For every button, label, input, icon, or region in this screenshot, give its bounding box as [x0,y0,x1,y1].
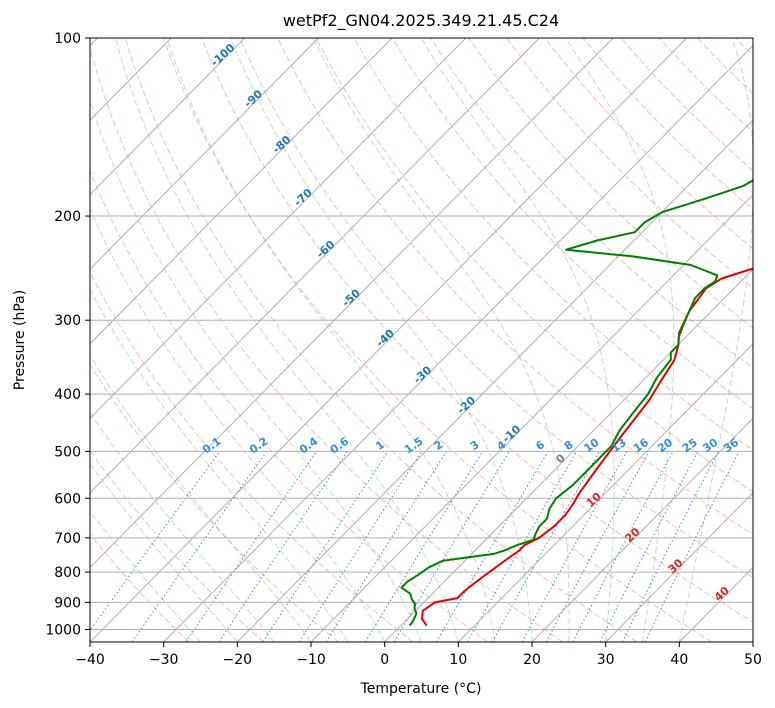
dry-adiabat [239,38,753,579]
x-tick-label: −10 [296,652,326,668]
dry-adiabat [506,38,753,289]
x-tick-label: 20 [523,652,541,668]
isotherm [605,492,753,642]
y-tick-label: 100 [54,31,81,47]
dry-adiabat [90,271,414,642]
dry-adiabat [353,38,753,451]
mixing-ratio-line [325,451,448,642]
isotherm [163,44,753,642]
dewpoint-line [400,179,753,627]
moist-adiabat [90,411,275,642]
moist-adiabat [678,38,753,642]
x-tick-label: −40 [75,652,105,668]
dry-adiabat [90,46,563,642]
moist-adiabat [90,98,422,642]
moist-adiabat [90,288,349,642]
isotherm [90,38,319,270]
isotherm [457,343,753,642]
moist-adiabat [420,38,615,642]
y-axis-label: Pressure (hPa) [12,290,28,390]
mixing-ratio-line [521,451,628,642]
mixing-ratio-line [545,451,650,642]
dry-adiabat [277,38,753,536]
dry-adiabat [620,38,753,172]
mixing-ratio-line [393,451,510,642]
y-tick-label: 200 [54,209,81,225]
isotherm [90,38,614,569]
y-tick-label: 700 [54,531,81,547]
y-tick-label: 400 [54,387,81,403]
moist-adiabat [564,38,675,642]
chart-title: wetPf2_GN04.2025.349.21.45.C24 [283,11,559,31]
y-axis: 1000 900 800 700 600 500 400 300 200 100 [45,31,90,638]
dry-adiabat [391,38,753,410]
isotherm [90,38,540,494]
x-tick-label: 0 [380,652,389,668]
mixing-ratio-line [435,451,549,642]
series-lines [400,179,753,627]
dry-adiabat [430,38,753,369]
moist-adiabat [90,463,238,642]
moist-adiabat [312,38,570,642]
y-tick-label: 900 [54,595,81,611]
x-tick-label: 30 [597,652,615,668]
dry-adiabat [544,38,753,250]
mixing-ratio-line [644,451,740,642]
mixing-ratio-line [364,451,484,642]
isotherm [90,38,393,345]
moist-adiabat [90,207,386,642]
dry-adiabat [124,38,638,642]
mixing-ratio-line [90,451,221,632]
x-axis-label: Temperature (°C) [360,681,482,697]
isotherm [310,193,753,642]
mixing-ratio-line [467,451,578,642]
isotherm [384,268,753,642]
x-tick-label: −30 [149,652,179,668]
isotherm [90,38,467,420]
moist-adiabat [166,38,496,642]
mixing-ratio-line [185,451,318,642]
isotherm [236,119,753,642]
dry-adiabat [90,533,190,642]
x-axis: −40 −30 −20 −10 0 10 20 30 40 50 [75,642,762,668]
dry-adiabat [582,38,753,211]
y-tick-label: 600 [54,491,81,507]
mixing-ratio-line [298,451,423,642]
isotherm [90,38,246,196]
dry-adiabat [201,38,753,623]
isotherm [90,38,688,642]
y-tick-label: 1000 [45,622,81,638]
moist-adiabat [90,354,312,642]
y-tick-label: 800 [54,565,81,581]
x-tick-label: 50 [744,652,762,668]
moist-adiabat [115,38,459,642]
dry-adiabat [163,38,712,642]
isotherm [531,417,753,642]
x-tick-label: 10 [449,652,467,668]
x-tick-label: 40 [670,652,688,668]
mixing-ratio-line [491,451,600,642]
grid-lines [90,38,753,642]
mixing-ratio-line [131,451,268,642]
y-tick-label: 300 [54,313,81,329]
moist-adiabat [90,510,201,642]
y-tick-label: 500 [54,444,81,460]
background-lines [90,38,753,642]
x-tick-label: −20 [223,652,253,668]
plot-frame [89,37,754,643]
dry-adiabat [468,38,753,329]
moist-adiabat [230,38,533,642]
